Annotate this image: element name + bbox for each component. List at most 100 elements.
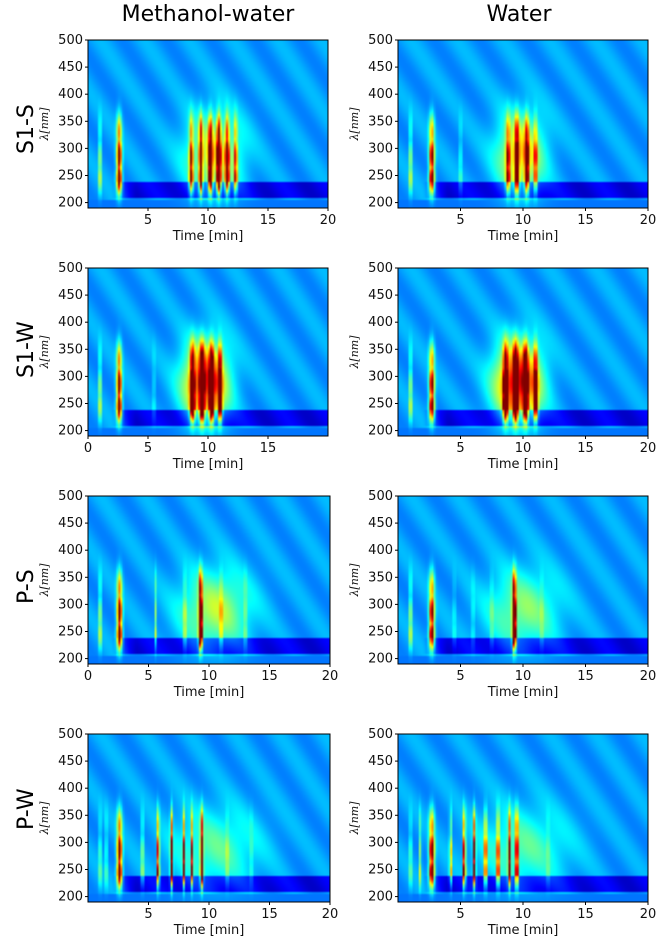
x-axis-label: Time [min] bbox=[487, 229, 559, 244]
x-tick-label: 5 bbox=[456, 441, 464, 456]
x-axis-label: Time [min] bbox=[487, 923, 559, 938]
y-tick-label: 300 bbox=[58, 369, 83, 384]
y-tick-label: 300 bbox=[368, 141, 393, 156]
y-axis-label: λ[nm] bbox=[348, 335, 361, 370]
y-axis-label: λ[nm] bbox=[348, 801, 361, 836]
x-tick-label: 5 bbox=[144, 669, 152, 684]
y-tick-label: 350 bbox=[58, 114, 83, 129]
heatmap-image bbox=[88, 268, 328, 436]
y-tick-label: 250 bbox=[58, 168, 83, 183]
y-tick-label: 350 bbox=[368, 342, 393, 357]
x-tick-label: 15 bbox=[261, 907, 278, 922]
x-axis-label: Time [min] bbox=[487, 685, 559, 700]
panel-s1-w-water: 200 250 300 350 400 450 500 5 10 15 20 Time [min] λ[… bbox=[348, 261, 656, 472]
y-tick-label: 450 bbox=[58, 516, 83, 531]
y-tick-label: 500 bbox=[368, 33, 393, 48]
y-tick-label: 400 bbox=[368, 543, 393, 558]
y-tick-label: 350 bbox=[58, 342, 83, 357]
y-tick-label: 200 bbox=[58, 890, 83, 905]
x-tick-label: 20 bbox=[322, 669, 339, 684]
y-tick-label: 400 bbox=[368, 781, 393, 796]
y-tick-label: 350 bbox=[58, 570, 83, 585]
y-tick-label: 350 bbox=[368, 808, 393, 823]
y-tick-label: 250 bbox=[368, 396, 393, 411]
x-tick-label: 10 bbox=[200, 441, 217, 456]
y-tick-label: 500 bbox=[58, 261, 83, 276]
y-axis-label: λ[nm] bbox=[348, 107, 361, 142]
y-axis-label: λ[nm] bbox=[38, 107, 51, 142]
x-tick-label: 20 bbox=[322, 907, 339, 922]
x-tick-label: 10 bbox=[200, 213, 217, 228]
y-tick-label: 200 bbox=[58, 652, 83, 667]
x-tick-label: 10 bbox=[201, 907, 218, 922]
x-axis-label: Time [min] bbox=[173, 685, 245, 700]
heatmap-image bbox=[88, 734, 330, 902]
x-tick-label: 15 bbox=[577, 669, 594, 684]
y-tick-label: 450 bbox=[58, 60, 83, 75]
y-tick-label: 450 bbox=[368, 754, 393, 769]
x-tick-label: 15 bbox=[261, 669, 278, 684]
y-tick-label: 200 bbox=[368, 890, 393, 905]
y-tick-label: 200 bbox=[58, 196, 83, 211]
y-tick-label: 250 bbox=[58, 624, 83, 639]
x-tick-label: 10 bbox=[515, 669, 532, 684]
y-tick-label: 250 bbox=[368, 168, 393, 183]
y-tick-label: 500 bbox=[58, 489, 83, 504]
y-tick-label: 450 bbox=[58, 288, 83, 303]
x-tick-label: 5 bbox=[144, 907, 152, 922]
panel-p-w-water: 200 250 300 350 400 450 500 5 10 15 20 Time [min] λ[… bbox=[348, 727, 656, 938]
x-tick-label: 0 bbox=[84, 441, 92, 456]
x-axis-label: Time [min] bbox=[173, 923, 245, 938]
panel-s1-s-methanol-water: 200 250 300 350 400 450 500 5 10 15 20 Time [min] λ[… bbox=[38, 33, 336, 244]
y-tick-label: 250 bbox=[368, 624, 393, 639]
y-tick-label: 400 bbox=[368, 315, 393, 330]
y-tick-label: 500 bbox=[368, 489, 393, 504]
y-tick-label: 350 bbox=[58, 808, 83, 823]
x-tick-label: 5 bbox=[144, 213, 152, 228]
x-tick-label: 15 bbox=[577, 907, 594, 922]
y-tick-label: 350 bbox=[368, 114, 393, 129]
x-tick-label: 5 bbox=[456, 907, 464, 922]
y-tick-label: 250 bbox=[58, 862, 83, 877]
y-tick-label: 300 bbox=[368, 835, 393, 850]
y-tick-label: 250 bbox=[368, 862, 393, 877]
x-tick-label: 10 bbox=[515, 907, 532, 922]
panel-p-s-water: 200 250 300 350 400 450 500 5 10 15 20 Time [min] λ[… bbox=[348, 489, 656, 700]
y-tick-label: 400 bbox=[58, 781, 83, 796]
x-tick-label: 20 bbox=[640, 669, 657, 684]
y-tick-label: 500 bbox=[368, 261, 393, 276]
x-tick-label: 5 bbox=[456, 669, 464, 684]
panel-s1-w-methanol-water: 200 250 300 350 400 450 500 0 5 10 15 Time [min] λ[n… bbox=[38, 261, 329, 472]
panel-p-w-methanol-water: 200 250 300 350 400 450 500 5 10 15 20 Time [min] λ[… bbox=[38, 727, 338, 938]
y-axis-label: λ[nm] bbox=[38, 563, 51, 598]
panel-s1-s-water: 200 250 300 350 400 450 500 5 10 15 20 Time [min] λ[… bbox=[348, 33, 656, 244]
y-tick-label: 400 bbox=[368, 87, 393, 102]
x-tick-label: 20 bbox=[320, 213, 337, 228]
heatmap-image bbox=[398, 496, 648, 664]
x-axis-label: Time [min] bbox=[172, 457, 244, 472]
y-tick-label: 300 bbox=[58, 141, 83, 156]
y-tick-label: 300 bbox=[368, 597, 393, 612]
heatmap-image bbox=[88, 496, 330, 664]
y-tick-label: 200 bbox=[368, 652, 393, 667]
x-tick-label: 10 bbox=[515, 213, 532, 228]
y-tick-label: 450 bbox=[368, 288, 393, 303]
y-tick-label: 350 bbox=[368, 570, 393, 585]
x-tick-label: 15 bbox=[577, 213, 594, 228]
x-tick-label: 10 bbox=[515, 441, 532, 456]
y-tick-label: 200 bbox=[368, 196, 393, 211]
heatmap-image bbox=[398, 40, 648, 208]
column-title-water: Water bbox=[486, 2, 552, 27]
y-axis-label: λ[nm] bbox=[38, 335, 51, 370]
heatmap-image bbox=[88, 40, 328, 208]
y-tick-label: 400 bbox=[58, 87, 83, 102]
x-tick-label: 15 bbox=[260, 441, 277, 456]
y-tick-label: 250 bbox=[58, 396, 83, 411]
x-tick-label: 15 bbox=[260, 213, 277, 228]
y-tick-label: 450 bbox=[58, 754, 83, 769]
x-axis-label: Time [min] bbox=[487, 457, 559, 472]
y-tick-label: 300 bbox=[58, 835, 83, 850]
heatmap-image bbox=[398, 734, 648, 902]
y-tick-label: 200 bbox=[368, 424, 393, 439]
